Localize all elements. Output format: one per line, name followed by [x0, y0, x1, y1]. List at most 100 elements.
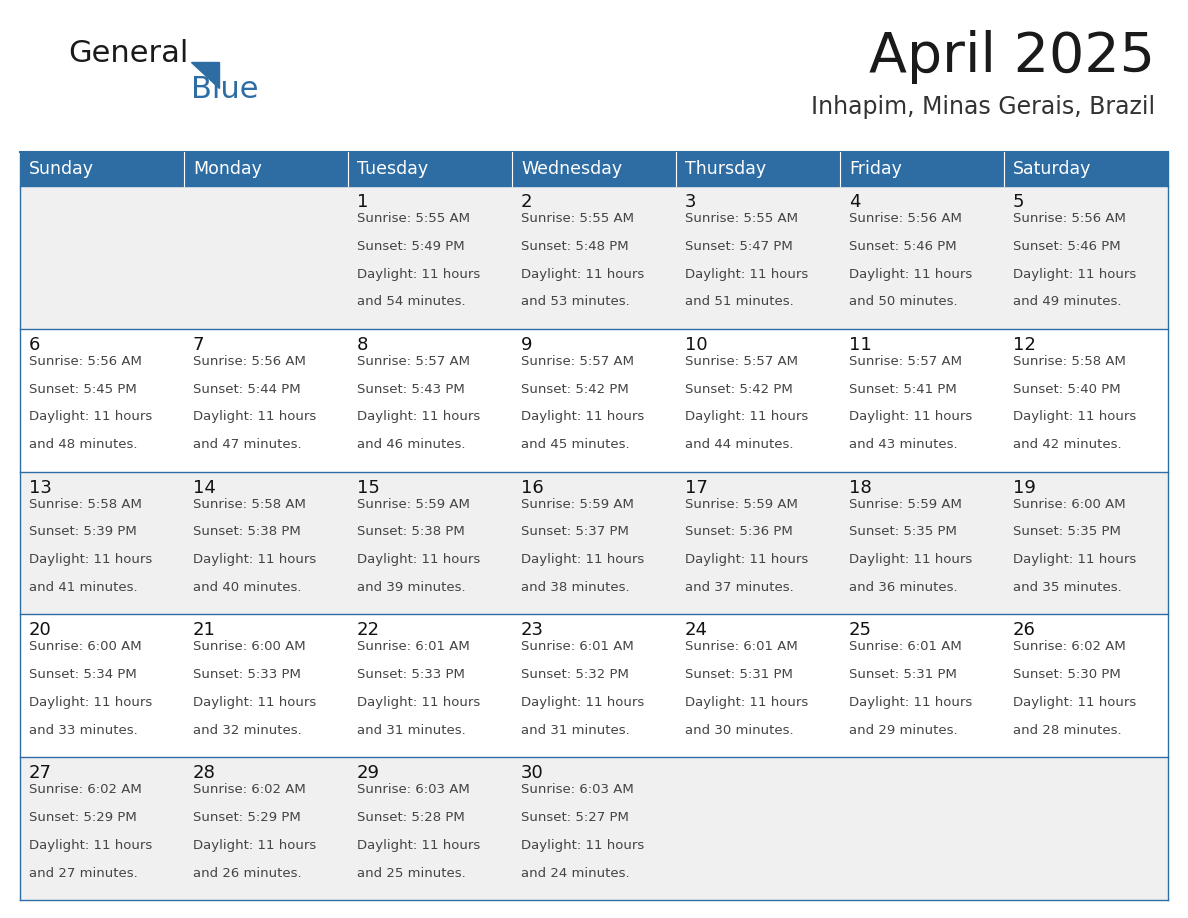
Text: Sunset: 5:41 PM: Sunset: 5:41 PM	[849, 383, 956, 396]
Bar	[20, 152, 1168, 186]
Text: Sunday: Sunday	[29, 160, 94, 178]
Text: and 51 minutes.: and 51 minutes.	[685, 296, 794, 308]
Text: Daylight: 11 hours: Daylight: 11 hours	[29, 554, 152, 566]
Text: and 32 minutes.: and 32 minutes.	[192, 723, 302, 737]
Text: 13: 13	[29, 478, 52, 497]
Text: and 42 minutes.: and 42 minutes.	[1013, 438, 1121, 452]
Text: and 53 minutes.: and 53 minutes.	[522, 296, 630, 308]
Text: Sunset: 5:48 PM: Sunset: 5:48 PM	[522, 240, 628, 252]
Text: Sunrise: 5:59 AM: Sunrise: 5:59 AM	[849, 498, 962, 510]
Text: 30: 30	[522, 764, 544, 782]
Text: 16: 16	[522, 478, 544, 497]
Text: Friday: Friday	[849, 160, 902, 178]
Text: and 28 minutes.: and 28 minutes.	[1013, 723, 1121, 737]
Text: and 31 minutes.: and 31 minutes.	[522, 723, 630, 737]
Text: and 40 minutes.: and 40 minutes.	[192, 581, 302, 594]
Text: and 47 minutes.: and 47 minutes.	[192, 438, 302, 452]
Text: Sunrise: 5:58 AM: Sunrise: 5:58 AM	[192, 498, 305, 510]
Text: 11: 11	[849, 336, 872, 353]
Text: Daylight: 11 hours: Daylight: 11 hours	[522, 554, 644, 566]
Text: 14: 14	[192, 478, 216, 497]
Text: Sunrise: 6:01 AM: Sunrise: 6:01 AM	[358, 641, 469, 654]
Text: Sunset: 5:29 PM: Sunset: 5:29 PM	[29, 811, 137, 824]
Text: and 44 minutes.: and 44 minutes.	[685, 438, 794, 452]
Text: Sunset: 5:47 PM: Sunset: 5:47 PM	[685, 240, 792, 252]
Text: 8: 8	[358, 336, 368, 353]
Text: Sunrise: 6:03 AM: Sunrise: 6:03 AM	[522, 783, 633, 796]
Text: Daylight: 11 hours: Daylight: 11 hours	[1013, 696, 1136, 709]
Text: Sunrise: 5:55 AM: Sunrise: 5:55 AM	[358, 212, 470, 225]
Text: Sunset: 5:36 PM: Sunset: 5:36 PM	[685, 525, 792, 539]
Text: 26: 26	[1013, 621, 1036, 640]
Text: Daylight: 11 hours: Daylight: 11 hours	[685, 410, 808, 423]
Text: Sunset: 5:33 PM: Sunset: 5:33 PM	[358, 668, 465, 681]
Text: 20: 20	[29, 621, 52, 640]
Text: Sunrise: 5:58 AM: Sunrise: 5:58 AM	[29, 498, 141, 510]
Text: Daylight: 11 hours: Daylight: 11 hours	[358, 696, 480, 709]
Text: Daylight: 11 hours: Daylight: 11 hours	[522, 268, 644, 281]
Bar	[20, 472, 1168, 614]
Text: and 54 minutes.: and 54 minutes.	[358, 296, 466, 308]
Text: 29: 29	[358, 764, 380, 782]
Text: Sunset: 5:40 PM: Sunset: 5:40 PM	[1013, 383, 1120, 396]
Text: 5: 5	[1013, 193, 1024, 211]
Text: 6: 6	[29, 336, 40, 353]
Text: Blue: Blue	[191, 75, 259, 104]
Text: Daylight: 11 hours: Daylight: 11 hours	[685, 696, 808, 709]
Text: Daylight: 11 hours: Daylight: 11 hours	[1013, 554, 1136, 566]
Bar	[20, 186, 1168, 329]
Text: Sunset: 5:31 PM: Sunset: 5:31 PM	[685, 668, 792, 681]
Text: and 36 minutes.: and 36 minutes.	[849, 581, 958, 594]
Text: Daylight: 11 hours: Daylight: 11 hours	[685, 554, 808, 566]
Text: and 33 minutes.: and 33 minutes.	[29, 723, 138, 737]
Text: and 35 minutes.: and 35 minutes.	[1013, 581, 1121, 594]
Text: Sunset: 5:43 PM: Sunset: 5:43 PM	[358, 383, 465, 396]
Text: 9: 9	[522, 336, 532, 353]
Text: and 45 minutes.: and 45 minutes.	[522, 438, 630, 452]
Text: 4: 4	[849, 193, 860, 211]
Text: Inhapim, Minas Gerais, Brazil: Inhapim, Minas Gerais, Brazil	[811, 95, 1155, 119]
Text: Sunset: 5:35 PM: Sunset: 5:35 PM	[1013, 525, 1120, 539]
Text: Sunset: 5:32 PM: Sunset: 5:32 PM	[522, 668, 628, 681]
Text: and 41 minutes.: and 41 minutes.	[29, 581, 138, 594]
Text: Sunset: 5:45 PM: Sunset: 5:45 PM	[29, 383, 137, 396]
Text: Wednesday: Wednesday	[522, 160, 623, 178]
Text: and 38 minutes.: and 38 minutes.	[522, 581, 630, 594]
Text: Sunrise: 5:56 AM: Sunrise: 5:56 AM	[1013, 212, 1126, 225]
Text: and 27 minutes.: and 27 minutes.	[29, 867, 138, 879]
Text: Daylight: 11 hours: Daylight: 11 hours	[358, 554, 480, 566]
Text: General: General	[68, 39, 189, 68]
Text: Sunrise: 6:01 AM: Sunrise: 6:01 AM	[685, 641, 798, 654]
Text: 7: 7	[192, 336, 204, 353]
Text: Sunrise: 6:01 AM: Sunrise: 6:01 AM	[849, 641, 962, 654]
Text: Sunset: 5:42 PM: Sunset: 5:42 PM	[685, 383, 792, 396]
Text: Sunset: 5:46 PM: Sunset: 5:46 PM	[1013, 240, 1120, 252]
Text: Monday: Monday	[192, 160, 261, 178]
Text: 23: 23	[522, 621, 544, 640]
Text: Sunrise: 5:57 AM: Sunrise: 5:57 AM	[849, 354, 962, 368]
Text: 12: 12	[1013, 336, 1036, 353]
Text: Sunset: 5:49 PM: Sunset: 5:49 PM	[358, 240, 465, 252]
Text: Sunrise: 5:57 AM: Sunrise: 5:57 AM	[358, 354, 470, 368]
Text: Daylight: 11 hours: Daylight: 11 hours	[192, 839, 316, 852]
Text: Daylight: 11 hours: Daylight: 11 hours	[522, 696, 644, 709]
Text: Saturday: Saturday	[1013, 160, 1092, 178]
Text: Sunrise: 6:03 AM: Sunrise: 6:03 AM	[358, 783, 469, 796]
Text: and 29 minutes.: and 29 minutes.	[849, 723, 958, 737]
Text: and 50 minutes.: and 50 minutes.	[849, 296, 958, 308]
Text: 18: 18	[849, 478, 872, 497]
Text: 21: 21	[192, 621, 216, 640]
Text: Sunset: 5:39 PM: Sunset: 5:39 PM	[29, 525, 137, 539]
Text: Daylight: 11 hours: Daylight: 11 hours	[358, 410, 480, 423]
Text: Daylight: 11 hours: Daylight: 11 hours	[192, 696, 316, 709]
Text: Sunrise: 6:02 AM: Sunrise: 6:02 AM	[1013, 641, 1126, 654]
Text: Sunset: 5:38 PM: Sunset: 5:38 PM	[192, 525, 301, 539]
Text: 1: 1	[358, 193, 368, 211]
Text: and 43 minutes.: and 43 minutes.	[849, 438, 958, 452]
Text: and 30 minutes.: and 30 minutes.	[685, 723, 794, 737]
Text: Daylight: 11 hours: Daylight: 11 hours	[29, 839, 152, 852]
Text: Sunrise: 5:57 AM: Sunrise: 5:57 AM	[685, 354, 798, 368]
Text: 3: 3	[685, 193, 696, 211]
Text: Daylight: 11 hours: Daylight: 11 hours	[1013, 410, 1136, 423]
Text: Sunrise: 6:02 AM: Sunrise: 6:02 AM	[192, 783, 305, 796]
